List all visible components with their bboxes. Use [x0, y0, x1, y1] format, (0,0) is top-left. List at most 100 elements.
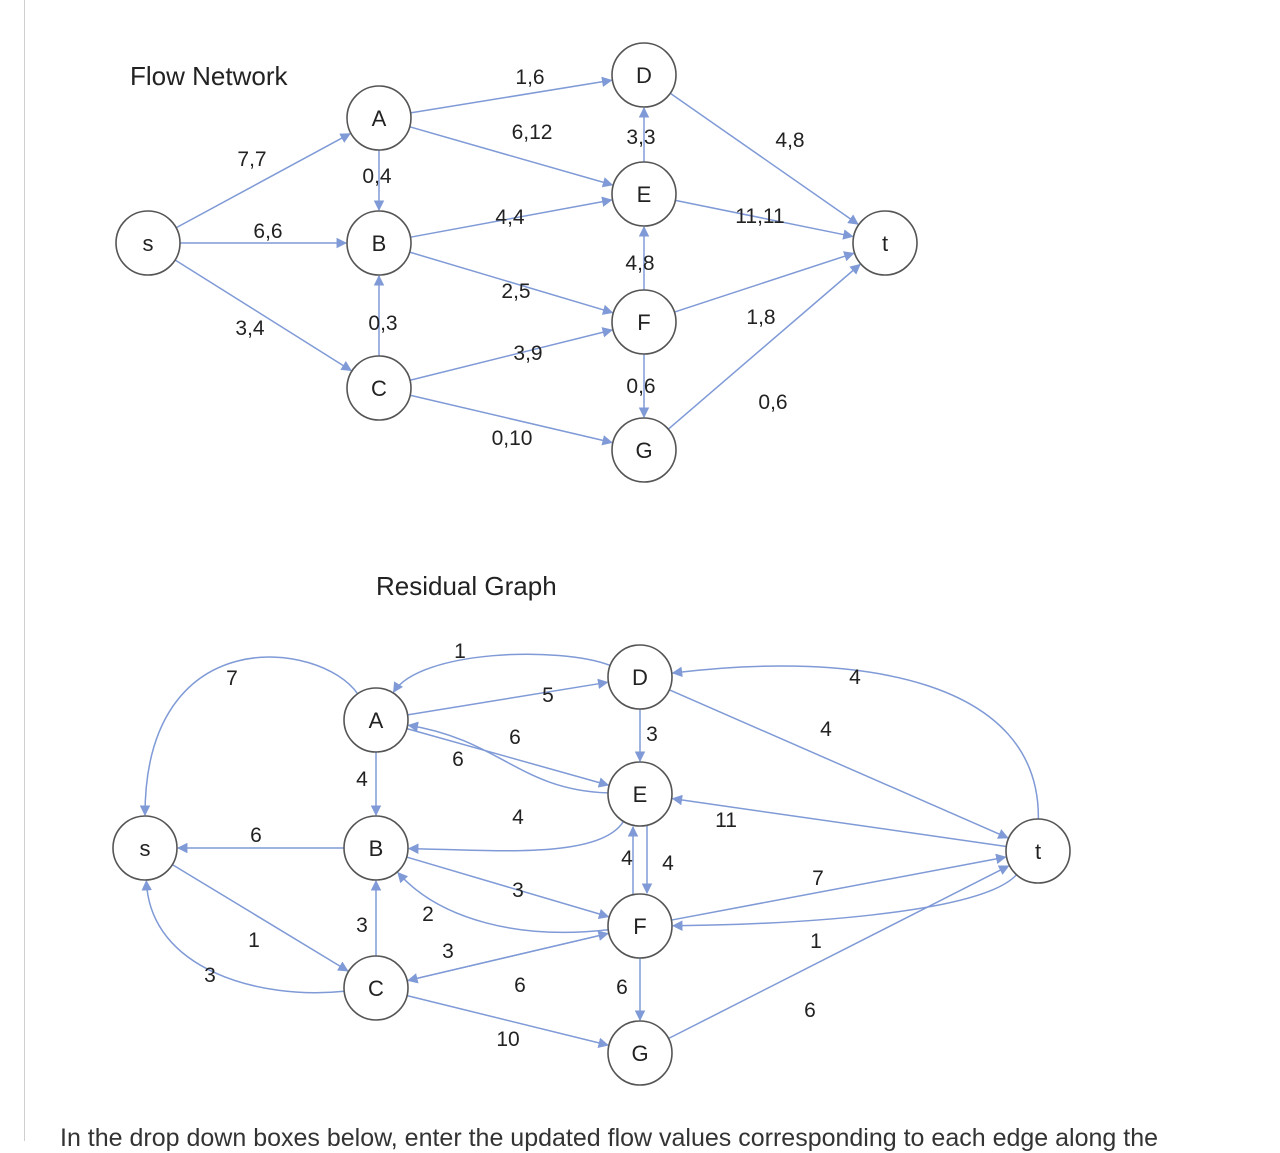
edge-label-A-E: 6: [509, 726, 521, 749]
node-E: E: [611, 161, 677, 227]
edge-F-t: [671, 853, 1007, 921]
edge-label-t-E: 11: [715, 809, 737, 832]
edge-A-E: [406, 727, 610, 788]
edge-G-t: [667, 263, 861, 430]
node-label-C: C: [368, 976, 384, 1001]
node-D: D: [611, 42, 677, 108]
node-label-F: F: [637, 310, 650, 335]
edge-A-D: [407, 678, 609, 716]
node-label-t: t: [1035, 839, 1041, 864]
edge-label-C-F: 6: [514, 974, 526, 997]
edge-label-D-A: 1: [454, 640, 466, 663]
edge-label-A-D: 5: [542, 684, 554, 707]
node-t: t: [1005, 818, 1071, 884]
edge-G-t: [668, 865, 1010, 1040]
edge-F-B: [397, 871, 609, 934]
edge-label-E-t: 11,11: [735, 205, 784, 228]
edge-label-C-s: 3: [204, 964, 216, 987]
node-label-B: B: [369, 836, 384, 861]
edge-label-t-F: 1: [810, 930, 822, 953]
edge-label-C-F: 3,9: [513, 342, 542, 365]
edge-label-F-E: 4,8: [625, 252, 654, 275]
node-circle-t: [852, 210, 918, 276]
node-circle-G: [607, 1020, 673, 1086]
node-label-s: s: [143, 231, 154, 256]
node-label-B: B: [372, 231, 387, 256]
node-circle-B: [346, 210, 412, 276]
instruction-text: In the drop down boxes below, enter the …: [60, 1124, 1158, 1152]
node-D: D: [607, 644, 673, 710]
node-circle-D: [607, 644, 673, 710]
edge-label-F-G: 6: [616, 976, 628, 999]
edge-label-G-t: 6: [804, 999, 816, 1022]
node-label-s: s: [140, 836, 151, 861]
edge-label-E-A: 6: [452, 748, 464, 771]
node-circle-s: [115, 210, 181, 276]
edge-label-B-E: 4,4: [495, 206, 525, 229]
edge-label-s-C: 1: [248, 929, 260, 952]
node-G: G: [611, 417, 677, 483]
edge-B-E: [410, 196, 613, 238]
edge-label-C-B: 0,3: [368, 312, 397, 335]
edge-C-G: [409, 394, 613, 446]
edge-label-B-F: 2,5: [501, 280, 530, 303]
node-circle-A: [343, 687, 409, 753]
edge-label-A-B: 0,4: [362, 165, 392, 188]
edge-label-D-E: 3: [646, 723, 658, 746]
node-circle-C: [346, 355, 412, 421]
node-label-G: G: [635, 438, 652, 463]
node-circle-G: [611, 417, 677, 483]
node-F: F: [611, 289, 677, 355]
node-C: C: [343, 955, 409, 1021]
edge-label-s-C: 3,4: [235, 317, 265, 340]
node-G: G: [607, 1020, 673, 1086]
edge-E-A: [407, 721, 609, 794]
edge-B-F: [409, 251, 614, 315]
node-C: C: [346, 355, 412, 421]
node-s: s: [115, 210, 181, 276]
edge-s-A: [175, 133, 351, 229]
node-circle-E: [607, 761, 673, 827]
edge-label-s-B: 6,6: [253, 220, 282, 243]
edge-E-B: [407, 820, 625, 854]
edge-label-E-D: 3,3: [626, 126, 655, 149]
node-label-E: E: [633, 782, 648, 807]
node-A: A: [346, 85, 412, 151]
edge-label-E-B: 4: [512, 806, 524, 829]
edge-label-A-s: 7: [226, 667, 238, 690]
edge-C-s: [141, 879, 345, 994]
left-frame-rule: [24, 0, 25, 1141]
edge-label-s-A: 7,7: [237, 148, 266, 171]
node-F: F: [607, 893, 673, 959]
flow-network-diagram: Flow Network 7,7 6,6 3,4 0,4 0,3 1,6 6,12 4,4 2,…: [115, 42, 918, 483]
node-label-G: G: [631, 1041, 648, 1066]
edge-t-F: [671, 874, 1018, 931]
edge-A-E: [409, 126, 614, 188]
edge-E-t: [675, 199, 854, 240]
edge-label-C-B: 3: [356, 914, 368, 937]
edge-label-B-s: 6: [250, 824, 262, 847]
edge-C-F: [409, 327, 613, 381]
edge-label-E-F: 4: [621, 847, 633, 870]
node-s: s: [112, 815, 178, 881]
edge-C-G: [406, 994, 609, 1048]
node-label-D: D: [636, 63, 652, 88]
node-circle-E: [611, 161, 677, 227]
edge-label-F-t: 1,8: [746, 306, 775, 329]
edge-t-D: [671, 665, 1040, 820]
edge-A-D: [410, 76, 613, 114]
edge-label-F-B: 2: [422, 903, 434, 926]
edge-label-G-t: 0,6: [758, 391, 787, 414]
edge-label-B-F: 3: [512, 879, 524, 902]
edge-D-A: [392, 653, 611, 693]
node-t: t: [852, 210, 918, 276]
node-circle-A: [346, 85, 412, 151]
edge-D-t: [669, 689, 1009, 839]
edge-label-F-G: 0,6: [626, 375, 655, 398]
edge-label-t-D: 4: [849, 666, 861, 689]
node-circle-s: [112, 815, 178, 881]
node-label-E: E: [637, 182, 652, 207]
edge-label-F-E: 4: [662, 852, 674, 875]
flow-network-title: Flow Network: [130, 61, 288, 91]
